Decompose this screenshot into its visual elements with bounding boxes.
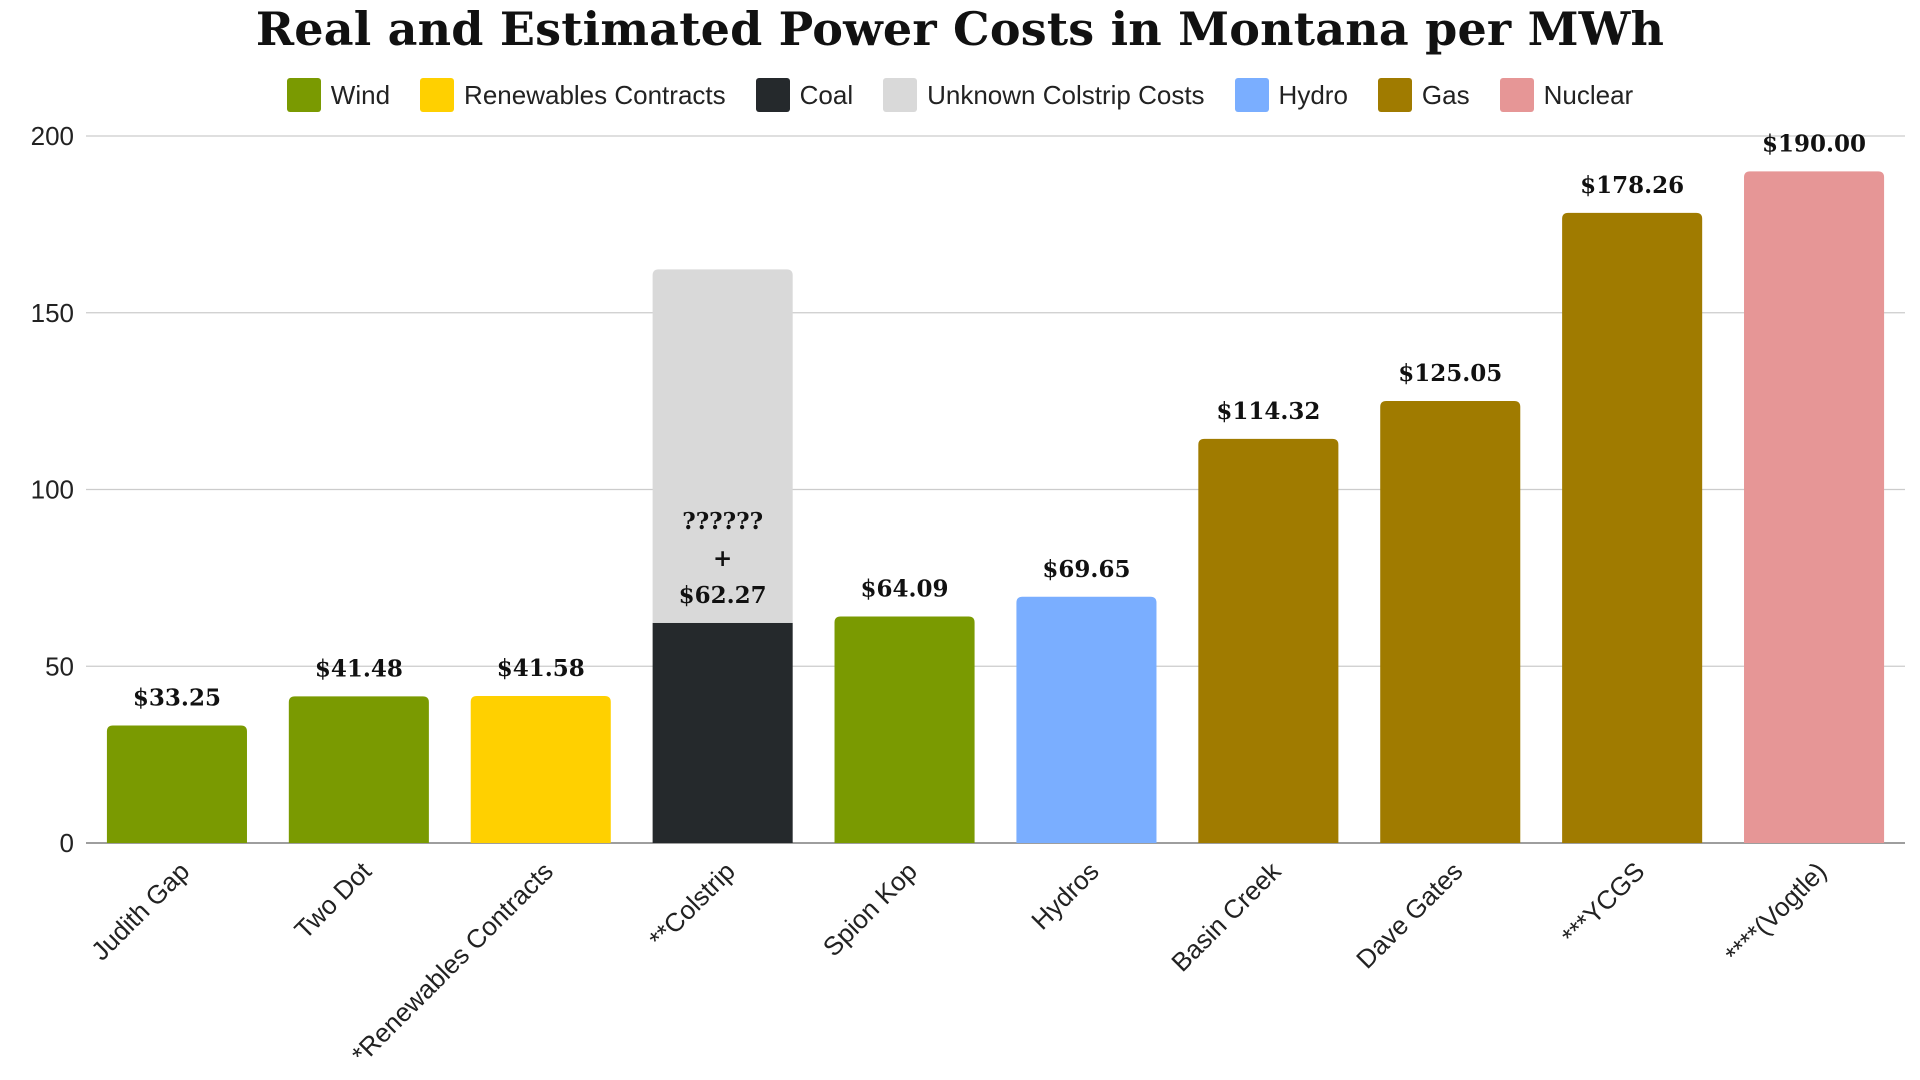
category-label: Dave Gates	[1350, 856, 1468, 974]
data-label: $69.65	[1042, 556, 1130, 583]
data-label: $190.00	[1762, 130, 1866, 157]
data-label: $62.27	[679, 582, 767, 609]
category-label: Hydros	[1025, 856, 1104, 935]
y-tick-label: 100	[31, 475, 74, 505]
bar-judith-gap	[106, 725, 247, 843]
category-label: Basin Creek	[1165, 855, 1287, 977]
legend-label: Nuclear	[1543, 79, 1634, 110]
category-label: Judith Gap	[85, 856, 195, 966]
legend-item-hydro: Hydro	[1234, 78, 1348, 112]
category-label: ***YCGS	[1556, 856, 1651, 951]
category-label: Two Dot	[288, 855, 377, 944]
y-tick-label: 200	[31, 121, 74, 151]
legend-label: Unknown Colstrip Costs	[927, 79, 1205, 110]
category-label: **Colstrip	[643, 856, 741, 954]
legend-label: Renewables Contracts	[464, 79, 726, 110]
data-label: ??????	[682, 508, 763, 535]
bar-vogtle	[1744, 171, 1885, 844]
bar-renewables-contracts	[470, 696, 611, 843]
data-label: $114.32	[1216, 398, 1320, 425]
legend-label: Wind	[330, 79, 391, 110]
y-tick-label: 150	[31, 298, 74, 328]
bar-colstrip-coal	[652, 622, 793, 843]
legend-swatch	[755, 78, 790, 112]
bar-hydros	[1016, 596, 1157, 843]
bar-two-dot	[288, 696, 429, 843]
legend-label: Coal	[799, 79, 854, 110]
legend-swatch	[1377, 78, 1412, 112]
chart-legend: Wind Renewables Contracts Coal Unknown Cols…	[0, 78, 1920, 112]
legend-swatch	[420, 78, 455, 112]
chart-title: Real and Estimated Power Costs in Montan…	[255, 2, 1665, 56]
legend-item-unknown-colstrip-costs: Unknown Colstrip Costs	[883, 78, 1205, 112]
legend-swatch	[286, 78, 321, 112]
data-label: $41.58	[497, 655, 585, 682]
legend-swatch	[883, 78, 918, 112]
legend-item-gas: Gas	[1377, 78, 1470, 112]
y-tick-label: 50	[45, 651, 74, 681]
legend-item-nuclear: Nuclear	[1499, 78, 1634, 112]
bar-spion-kop	[834, 616, 975, 843]
legend-swatch	[1499, 78, 1534, 112]
y-tick-label: 0	[60, 828, 74, 858]
data-label: +	[713, 545, 732, 572]
legend-label: Hydro	[1278, 79, 1348, 110]
data-label: $125.05	[1398, 360, 1502, 387]
legend-item-coal: Coal	[755, 78, 854, 112]
bar-dave-gates	[1380, 400, 1521, 843]
category-label: Spion Kop	[817, 856, 923, 962]
bar-ycgs	[1562, 212, 1703, 844]
category-label: *Renewables Contracts	[346, 856, 559, 1069]
data-label: $41.48	[315, 655, 403, 682]
data-label: $33.25	[133, 684, 221, 711]
category-label: ****(Vogtle)	[1719, 856, 1832, 969]
bar-colstrip-unknown-colstrip-costs	[652, 269, 793, 623]
data-label: $64.09	[861, 575, 949, 602]
legend-swatch	[1234, 78, 1269, 112]
data-label: $178.26	[1580, 172, 1684, 199]
legend-item-renewables-contracts: Renewables Contracts	[420, 78, 726, 112]
legend-label: Gas	[1421, 79, 1470, 110]
legend-item-wind: Wind	[286, 78, 391, 112]
bar-basin-creek	[1198, 438, 1339, 843]
